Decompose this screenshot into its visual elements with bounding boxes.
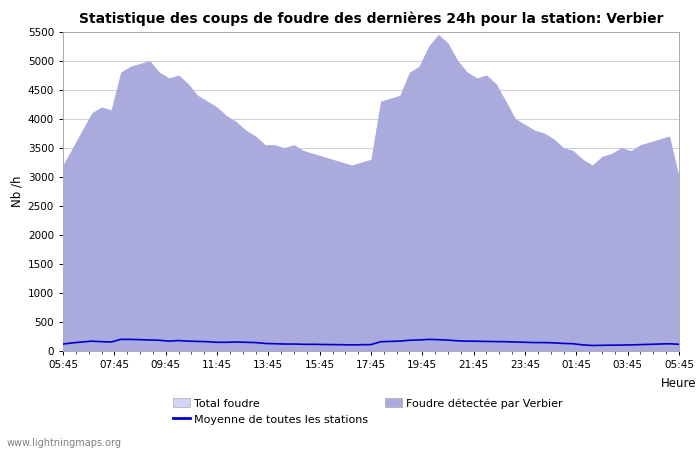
- Text: www.lightningmaps.org: www.lightningmaps.org: [7, 438, 122, 448]
- X-axis label: Heure: Heure: [662, 377, 696, 390]
- Y-axis label: Nb /h: Nb /h: [10, 176, 24, 207]
- Title: Statistique des coups de foudre des dernières 24h pour la station: Verbier: Statistique des coups de foudre des dern…: [78, 12, 664, 26]
- Legend: Total foudre, Moyenne de toutes les stations, Foudre détectée par Verbier: Total foudre, Moyenne de toutes les stat…: [174, 398, 563, 425]
